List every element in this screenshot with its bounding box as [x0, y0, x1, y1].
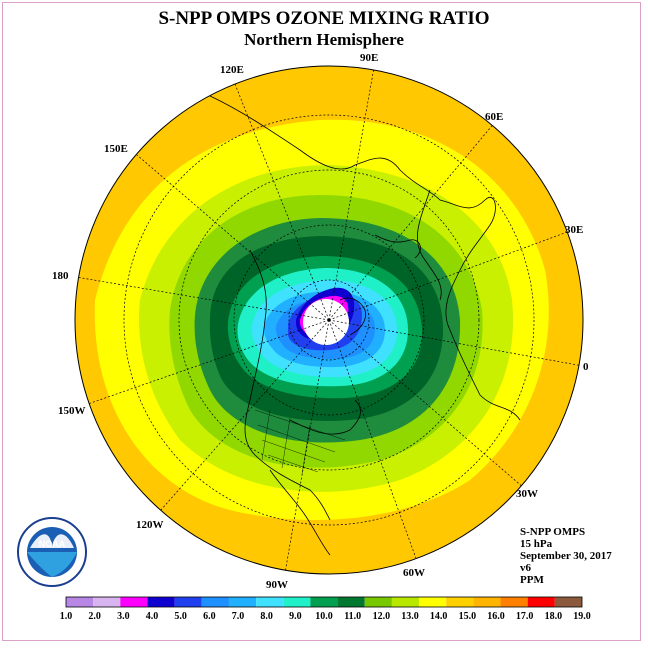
lon-label-0: 0: [583, 361, 589, 373]
colorbar-tick-label: 15.0: [459, 611, 477, 622]
colorbar-tick-label: 10.0: [315, 611, 333, 622]
colorbar-tick-label: 9.0: [289, 611, 302, 622]
info-version: v6: [520, 562, 531, 574]
lon-label-120e: 120E: [220, 64, 244, 76]
lon-label-180: 180: [52, 270, 69, 282]
polar-no-data-hole: [303, 299, 349, 345]
colorbar-border: [65, 596, 583, 608]
colorbar-swatch: [337, 597, 365, 607]
colorbar-swatch: [66, 597, 94, 607]
colorbar-swatch: [228, 597, 257, 607]
info-instrument: S-NPP OMPS: [520, 526, 586, 538]
noaa-logo-text: NOAA: [39, 539, 66, 549]
colorbar-swatch: [527, 597, 555, 607]
colorbar-tick-label: 16.0: [487, 611, 505, 622]
colorbar-swatch: [310, 597, 338, 607]
colorbar-tick-label: 3.0: [117, 611, 130, 622]
map-subtitle: Northern Hemisphere: [244, 30, 404, 49]
colorbar-tick-label: 17.0: [516, 611, 534, 622]
info-date: September 30, 2017: [520, 550, 612, 562]
map-boundary: [74, 65, 584, 575]
longitude-labels: 90E 60E 30E 0 30W 60W 90W 120W 150W 180 …: [52, 52, 589, 591]
image-frame: [2, 2, 641, 641]
graticule: [75, 66, 583, 574]
colorbar-swatch: [93, 597, 121, 607]
lon-label-90w: 90W: [266, 579, 288, 591]
colorbar-swatch: [364, 597, 392, 607]
colorbar-swatch: [554, 597, 582, 607]
colorbar-swatch: [446, 597, 474, 607]
lon-label-30w: 30W: [516, 488, 538, 500]
coastlines: [209, 95, 521, 556]
colorbar-swatch: [500, 597, 528, 607]
info-units: PPM: [520, 574, 544, 586]
colorbar-tick-label: 1.0: [60, 611, 73, 622]
colorbar-tick-label: 7.0: [232, 611, 245, 622]
lon-label-120w: 120W: [136, 519, 164, 531]
colorbar-swatch: [283, 597, 311, 607]
colorbar-swatch: [201, 597, 229, 607]
lon-label-150e: 150E: [104, 143, 128, 155]
colorbar-tick-label: 4.0: [146, 611, 159, 622]
colorbar-tick-label: 8.0: [260, 611, 273, 622]
colorbar-tick-label: 6.0: [203, 611, 216, 622]
map-title: S-NPP OMPS OZONE MIXING RATIO: [158, 8, 490, 29]
colorbar-swatch: [419, 597, 447, 607]
colorbar-tick-label: 11.0: [344, 611, 361, 622]
colorbar-swatch: [473, 597, 501, 607]
colorbar-tick-label: 18.0: [545, 611, 563, 622]
colorbar-swatch: [147, 597, 175, 607]
colorbar-swatch: [391, 597, 420, 607]
colorbar-tick-label: 19.0: [573, 611, 591, 622]
colorbar-tick-label: 2.0: [88, 611, 101, 622]
info-level: 15 hPa: [520, 538, 553, 550]
colorbar-tick-label: 14.0: [430, 611, 448, 622]
lon-label-90e: 90E: [360, 52, 378, 64]
lon-label-60w: 60W: [403, 567, 425, 579]
lon-label-30e: 30E: [565, 224, 583, 236]
colorbar-swatch: [120, 597, 148, 607]
us-state-lines: [254, 409, 346, 475]
colorbar: 1.0 2.0 3.0 4.0 5.0 6.0 7.0 8.0 9.0 10.0 11.0 12.0 1…: [60, 596, 591, 622]
lon-label-60e: 60E: [485, 111, 503, 123]
colorbar-swatch: [256, 597, 284, 607]
colorbar-tick-label: 13.0: [401, 611, 419, 622]
colorbar-tick-label: 5.0: [174, 611, 187, 622]
colorbar-swatch: [174, 597, 202, 607]
noaa-logo: NOAA: [17, 517, 87, 587]
lon-label-150w: 150W: [58, 405, 86, 417]
colorbar-tick-label: 12.0: [373, 611, 391, 622]
